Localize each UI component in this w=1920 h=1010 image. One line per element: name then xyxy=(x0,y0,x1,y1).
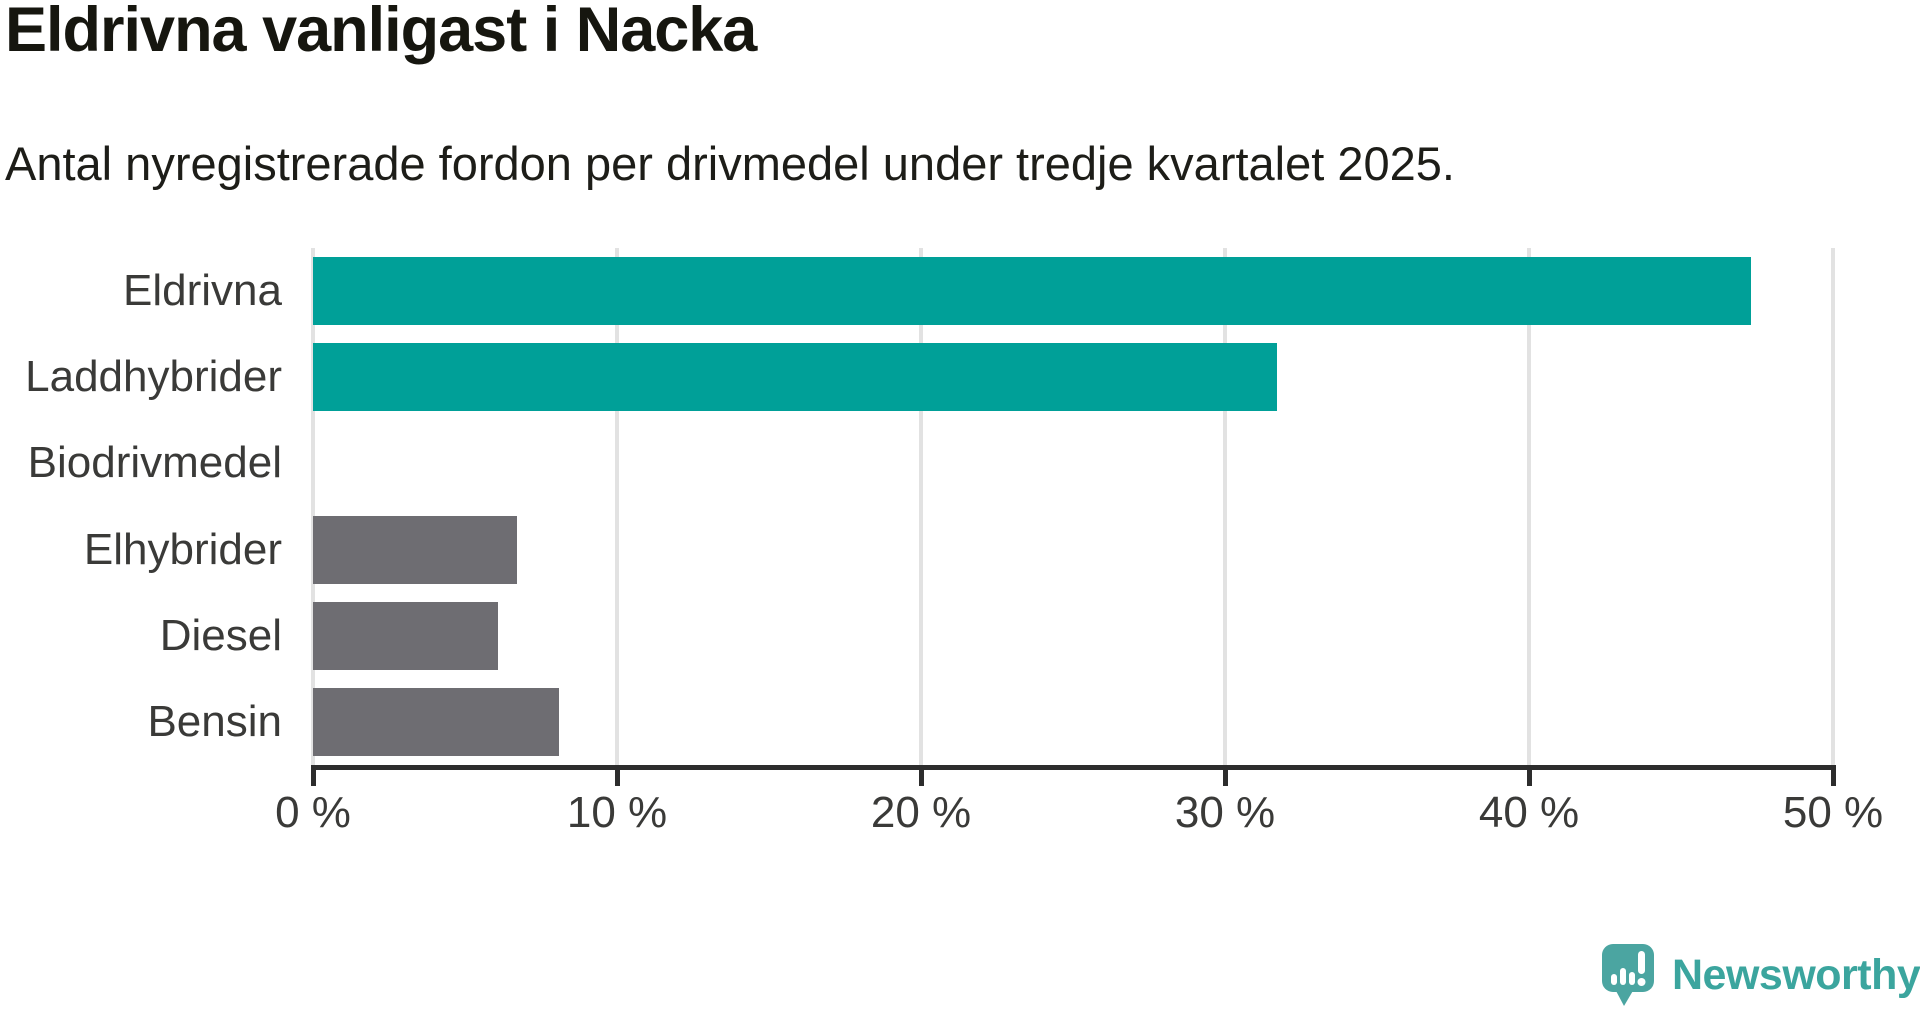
chart-subtitle: Antal nyregistrerade fordon per drivmede… xyxy=(5,137,1455,190)
newsworthy-speech-bubble-chart-icon xyxy=(1602,944,1654,1006)
y-axis-label: Eldrivna xyxy=(123,266,282,316)
y-axis-label: Biodrivmedel xyxy=(27,438,282,488)
x-axis-tick-label: 40 % xyxy=(1478,788,1580,837)
bar-chart-plot: 0 % 10 % 20 % 30 % 40 % 50 % xyxy=(275,248,1883,837)
x-axis-tick xyxy=(1223,765,1228,786)
chart-title: Eldrivna vanligast i Nacka xyxy=(5,0,757,65)
y-axis-labels: Eldrivna Laddhybrider Biodrivmedel Elhybrid… xyxy=(0,248,282,765)
x-axis-tick xyxy=(919,765,924,786)
x-axis-tick-label: 30 % xyxy=(1174,788,1276,837)
x-axis-tick-label: 0 % xyxy=(275,788,351,837)
bar-eldrivna xyxy=(313,257,1751,326)
gridline xyxy=(1223,248,1227,765)
gridline xyxy=(311,248,315,765)
bar-laddhybrider xyxy=(313,343,1277,412)
x-axis-tick-label: 10 % xyxy=(566,788,668,837)
newsworthy-logo: Newsworthy xyxy=(1602,944,1920,1007)
x-axis-tick-label: 20 % xyxy=(870,788,972,837)
y-axis-label: Laddhybrider xyxy=(25,352,282,402)
gridline xyxy=(615,248,619,765)
x-axis-tick xyxy=(1831,765,1836,786)
y-axis-label: Bensin xyxy=(147,696,282,746)
gridline xyxy=(1831,248,1835,765)
y-axis-label: Diesel xyxy=(159,610,282,660)
x-axis-tick xyxy=(311,765,316,786)
x-axis-tick xyxy=(1527,765,1532,786)
gridline xyxy=(1527,248,1531,765)
bar-diesel xyxy=(313,601,499,670)
gridline xyxy=(919,248,923,765)
x-axis-line xyxy=(313,765,1835,770)
y-axis-label: Elhybrider xyxy=(83,524,282,574)
bar-elhybrider xyxy=(313,515,517,584)
newsworthy-wordmark: Newsworthy xyxy=(1672,951,1920,999)
x-axis-tick xyxy=(615,765,620,786)
bar-bensin xyxy=(313,687,560,756)
x-axis-tick-label: 50 % xyxy=(1782,788,1884,837)
